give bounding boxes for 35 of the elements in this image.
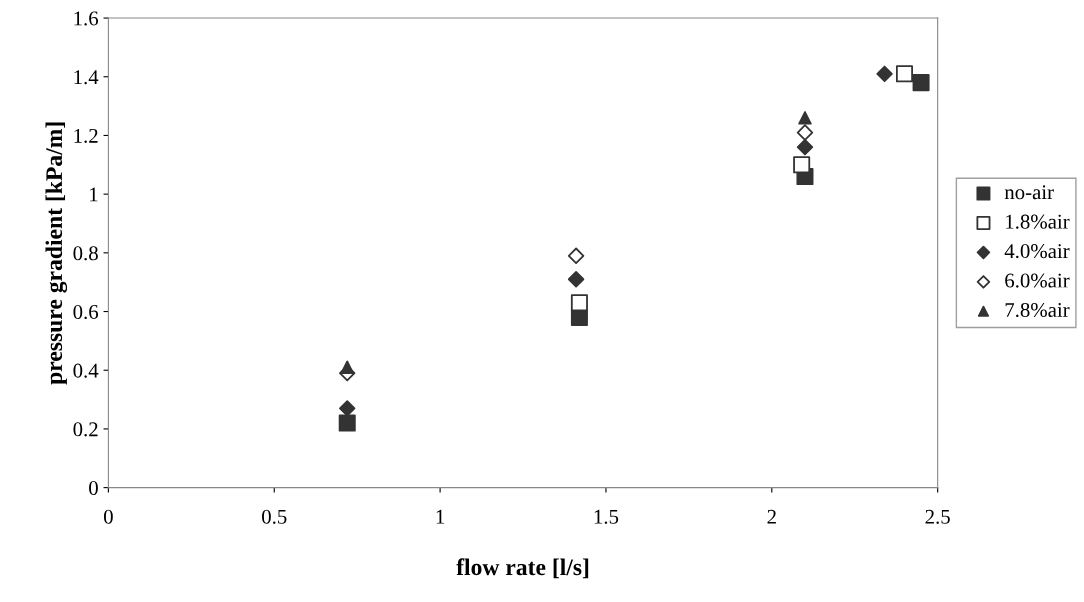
x-tick-label: 0 xyxy=(103,509,113,524)
point xyxy=(339,400,356,417)
point xyxy=(876,65,893,83)
point xyxy=(793,156,811,174)
point xyxy=(796,139,814,156)
y-tick-label: 1.2 xyxy=(74,128,98,143)
x-tick-label: 0.5 xyxy=(262,509,287,524)
x-tick-label: 2.5 xyxy=(925,509,950,524)
point xyxy=(567,271,585,288)
legend-label: 6.0%air xyxy=(1005,273,1070,288)
x-tick-label: 1 xyxy=(436,509,445,524)
y-tick-label: 0.8 xyxy=(73,246,98,261)
y-tick-label: 1 xyxy=(90,187,98,202)
legend-label: 4.0%air xyxy=(1004,244,1070,259)
point xyxy=(912,74,930,92)
y-tick-label: 1.4 xyxy=(74,70,99,85)
legend-label: 7.8%air xyxy=(1005,302,1070,318)
point xyxy=(895,65,914,83)
x-tick-label: 1.5 xyxy=(594,509,619,524)
y-tick-label: 0.4 xyxy=(73,363,99,378)
point xyxy=(567,247,585,264)
point xyxy=(338,414,356,432)
legend-label: no-air xyxy=(1004,185,1054,200)
point xyxy=(796,124,814,141)
point xyxy=(798,111,812,125)
x-tick-label: 2 xyxy=(767,509,776,524)
point xyxy=(340,360,354,375)
x-axis-title: flow rate [l/s] xyxy=(456,558,589,579)
y-tick-label: 1.6 xyxy=(74,11,99,26)
y-tick-label: 0.2 xyxy=(73,422,98,437)
point xyxy=(570,294,588,312)
y-tick-label: 0.6 xyxy=(73,304,99,320)
y-tick-label: 0 xyxy=(89,480,98,496)
legend-label: 1.8%air xyxy=(1006,214,1070,229)
y-axis-title: pressure gradient [kPa/m] xyxy=(45,122,68,385)
